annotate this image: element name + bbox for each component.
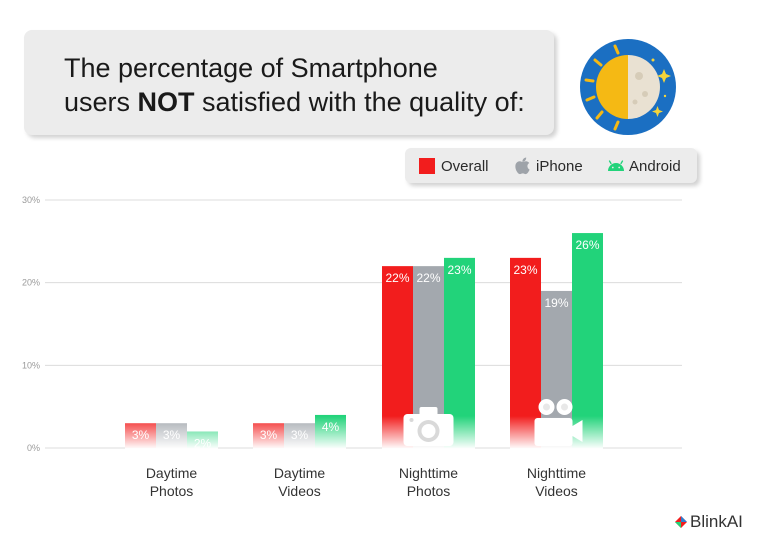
legend-item-overall: Overall — [419, 157, 489, 175]
x-category-label: Photos — [150, 483, 194, 499]
bar-value-label: 23% — [447, 263, 471, 277]
bar-fade — [125, 416, 218, 449]
x-category-label: Daytime — [274, 465, 326, 481]
y-tick-label: 0% — [27, 443, 40, 453]
brand-name: BlinkAI — [690, 512, 743, 531]
title-line-1: The percentage of Smartphone — [64, 53, 438, 83]
x-category-label: Daytime — [146, 465, 198, 481]
bar-fade — [253, 416, 346, 449]
y-tick-label: 20% — [22, 278, 40, 288]
bar-value-label: 19% — [544, 296, 568, 310]
camera-icon — [403, 407, 454, 446]
legend-label-iphone: iPhone — [536, 157, 583, 175]
x-category-label: Nighttime — [527, 465, 586, 481]
bar-value-label: 22% — [385, 271, 409, 285]
bar-value-label: 26% — [575, 238, 599, 252]
title-line-2-start: users — [64, 87, 138, 117]
y-tick-label: 30% — [22, 195, 40, 205]
legend-item-iphone: iPhone — [515, 157, 583, 175]
legend-label-android: Android — [629, 157, 681, 175]
legend — [405, 148, 697, 183]
x-category-label: Photos — [407, 483, 451, 499]
brand-logo: BlinkAI — [675, 512, 743, 532]
y-tick-label: 10% — [22, 360, 40, 370]
chart-title: The percentage of Smartphone users NOT s… — [64, 51, 534, 119]
x-category-label: Nighttime — [399, 465, 458, 481]
legend-item-android: Android — [607, 157, 681, 175]
bar-value-label: 23% — [513, 263, 537, 277]
android-icon — [608, 160, 624, 171]
title-emphasis: NOT — [137, 87, 195, 117]
x-category-label: Videos — [278, 483, 321, 499]
bar — [572, 233, 603, 448]
apple-icon — [515, 157, 530, 175]
video-camera-icon — [534, 399, 583, 446]
bar-value-label: 22% — [416, 271, 440, 285]
legend-swatch-overall — [419, 158, 435, 174]
title-line-2-end: satisfied with the quality of: — [194, 87, 525, 117]
blinkai-logo-icon — [675, 516, 687, 528]
bar-chart: 0%10%20%30%3%3%22%23%3%3%22%19%2%4%23%26… — [22, 195, 682, 499]
x-category-label: Videos — [535, 483, 578, 499]
title-box — [24, 30, 554, 135]
legend-label-overall: Overall — [441, 157, 489, 175]
day-night-logo-icon — [580, 39, 676, 135]
